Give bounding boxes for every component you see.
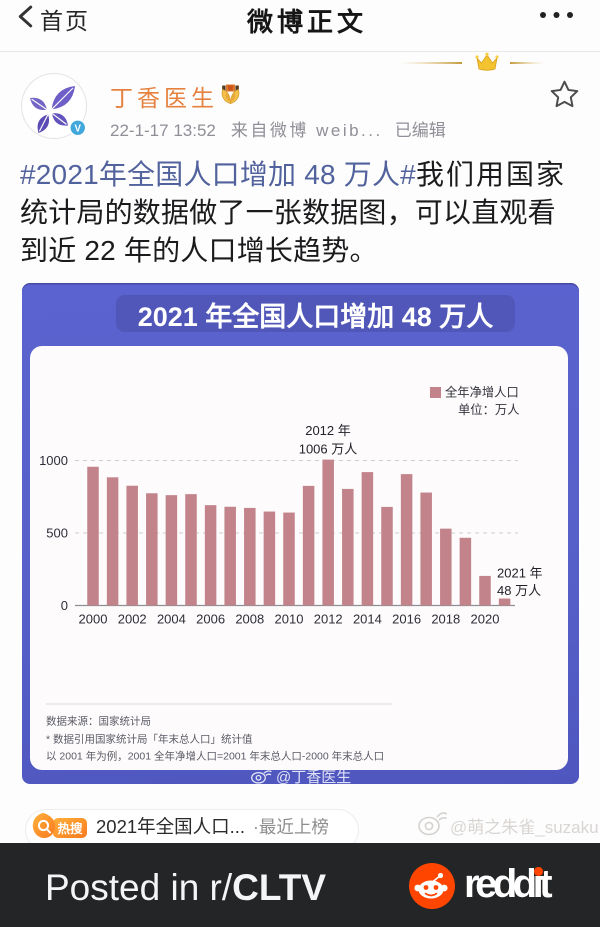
svg-text:1000: 1000: [39, 453, 68, 468]
svg-text:* 数据引用国家统计局「年末总人口」统计值: * 数据引用国家统计局「年末总人口」统计值: [46, 733, 253, 746]
svg-text:V: V: [75, 123, 82, 134]
svg-text:2004: 2004: [157, 612, 186, 627]
svg-text:2002: 2002: [118, 612, 147, 627]
svg-text:500: 500: [46, 526, 68, 541]
svg-text:1006 万人: 1006 万人: [299, 442, 358, 457]
svg-text:2008: 2008: [235, 612, 264, 627]
svg-text:2000: 2000: [79, 612, 108, 627]
svg-text:0: 0: [61, 598, 68, 613]
svg-text:2012: 2012: [314, 612, 343, 627]
svg-text:以 2001 年为例，2001 全年净增人口=2001 年末: 以 2001 年为例，2001 全年净增人口=2001 年末总人口-2000 年…: [46, 750, 384, 763]
svg-text:2016: 2016: [392, 612, 421, 627]
svg-text:2014: 2014: [353, 612, 382, 627]
svg-text:单位：万人: 单位：万人: [458, 402, 520, 417]
svg-text:热搜: 热搜: [57, 821, 83, 836]
svg-text:2020: 2020: [471, 612, 500, 627]
svg-text:2006: 2006: [196, 612, 225, 627]
svg-text:2018: 2018: [431, 612, 460, 627]
svg-text:2012 年: 2012 年: [305, 423, 351, 438]
svg-text:2010: 2010: [275, 612, 304, 627]
svg-text:2021 年: 2021 年: [497, 566, 543, 581]
svg-text:全年净增人口: 全年净增人口: [445, 385, 519, 400]
svg-text:数据来源：国家统计局: 数据来源：国家统计局: [46, 715, 151, 728]
svg-text:48 万人: 48 万人: [497, 583, 541, 598]
